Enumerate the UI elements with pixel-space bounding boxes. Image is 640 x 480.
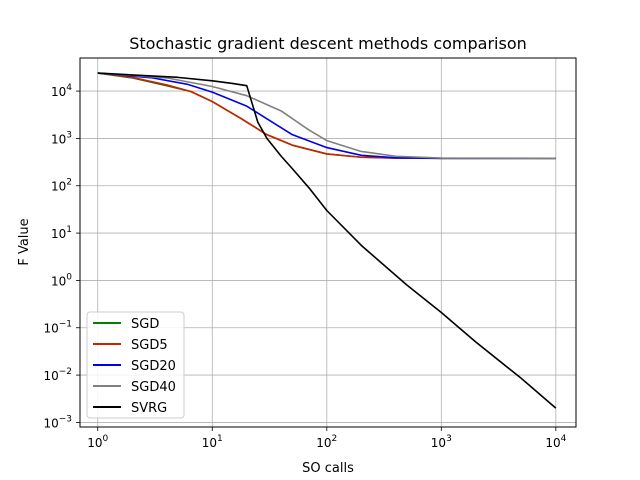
legend-label-sgd20: SGD20 [131, 359, 176, 374]
plot-frame [79, 57, 577, 428]
y-tick-label: 103 [51, 130, 72, 146]
series-line-svrg [97, 72, 557, 409]
x-tick-label: 103 [431, 434, 452, 450]
y-axis-label: F Value [17, 218, 32, 265]
legend-label-sgd5: SGD5 [131, 338, 168, 353]
series-line-sgd40 [97, 72, 556, 160]
legend-label-svrg: SVRG [131, 401, 167, 416]
y-tick-label: 10−2 [43, 367, 72, 383]
legend: SGD SGD5 SGD20 SGD40 SVRG [86, 311, 185, 419]
x-tick-label: 100 [87, 434, 108, 450]
chart-title: Stochastic gradient descent methods comp… [129, 34, 527, 53]
y-tick-label: 10−3 [43, 414, 72, 430]
legend-label-sgd: SGD [131, 317, 159, 332]
plot-lines [97, 72, 557, 409]
x-ticks: 100 101 102 103 104 [87, 427, 567, 450]
legend-label-sgd40: SGD40 [131, 380, 176, 395]
y-tick-label: 101 [51, 225, 72, 241]
y-tick-label: 102 [51, 178, 72, 194]
x-tick-label: 102 [316, 434, 337, 450]
x-axis-label: SO calls [302, 461, 354, 476]
series-line-sgd20 [97, 72, 556, 160]
y-tick-label: 10−1 [43, 320, 72, 336]
y-tick-label: 104 [51, 83, 72, 99]
x-tick-label: 101 [202, 434, 223, 450]
y-ticks: 10−3 10−2 10−1 100 101 102 103 104 [43, 83, 80, 430]
y-tick-label: 100 [51, 272, 72, 288]
legend-box [86, 311, 185, 419]
x-tick-label: 104 [545, 434, 566, 450]
